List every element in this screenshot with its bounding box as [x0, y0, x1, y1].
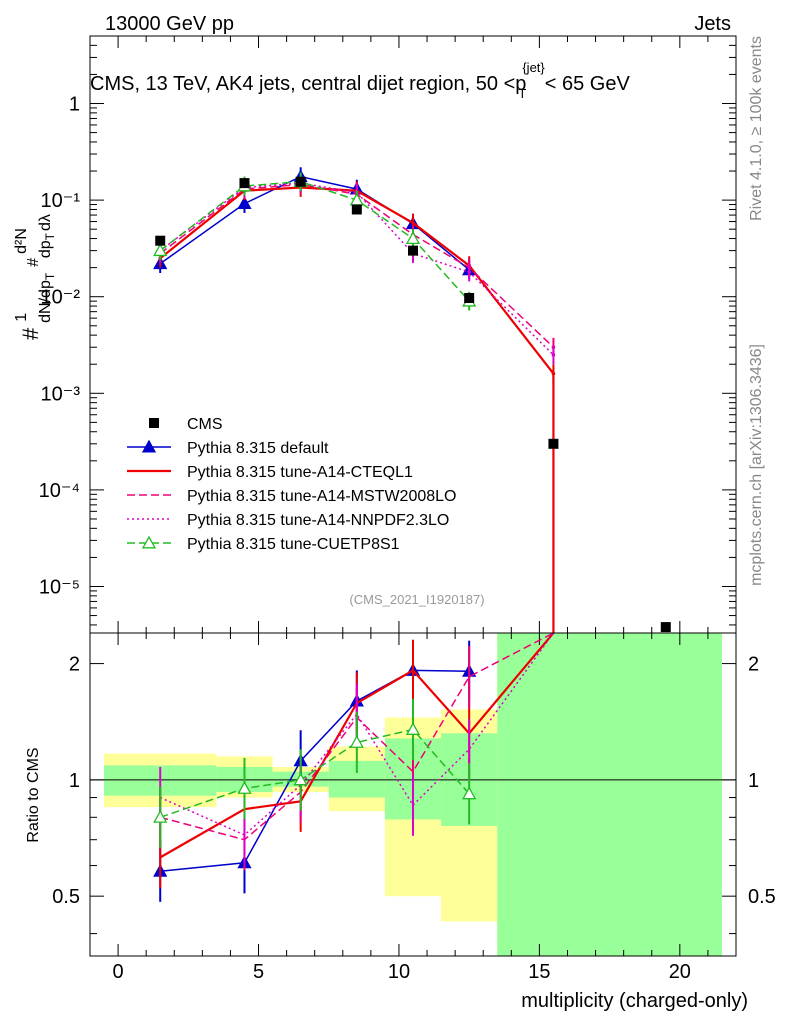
cms-marker	[351, 204, 362, 215]
series-line-ratio-4	[159, 728, 470, 819]
legend-label-0: Pythia 8.315 default	[187, 440, 329, 457]
cms-marker	[464, 292, 475, 303]
y-tick-label-main: 10⁻⁵	[39, 576, 80, 598]
chart-title: CMS, 13 TeV, AK4 jets, central dijet reg…	[90, 60, 630, 101]
y-tick-label-main: 1	[69, 94, 80, 116]
legend-marker-cms	[149, 418, 159, 428]
series-point-main	[411, 221, 415, 225]
legend-label-3: Pythia 8.315 tune-A14-NNPDF2.3LO	[187, 512, 449, 529]
cms-marker	[155, 235, 166, 246]
y-tick-label-ratio-right: 1	[748, 770, 759, 792]
cms-marker	[295, 176, 306, 187]
legend-marker-0	[141, 439, 157, 453]
y-tick-label-main: 10⁻²	[41, 287, 81, 309]
y-tick-label-main: 10⁻³	[41, 383, 81, 405]
header-right-label: Jets	[694, 13, 731, 35]
series-marker-ratio	[153, 809, 168, 823]
series-marker-ratio	[293, 772, 308, 786]
y-tick-label-ratio-right: 2	[748, 654, 759, 676]
y-axis-label-ratio: Ratio to CMS	[25, 747, 42, 842]
legend-label-1: Pythia 8.315 tune-A14-CTEQL1	[187, 464, 413, 481]
series-line-main-1	[159, 186, 555, 375]
y-tick-label-main: 10⁻¹	[41, 190, 81, 212]
series-line-main-4	[159, 180, 470, 302]
title-part-2: < 65 GeV	[545, 73, 631, 95]
legend-marker-4	[141, 535, 157, 549]
cms-marker	[239, 178, 250, 189]
title-part-T: T	[518, 86, 526, 101]
cms-marker	[408, 245, 418, 256]
cms-data-points	[155, 176, 671, 633]
cms-marker	[660, 622, 671, 633]
ratio-panel-frame	[89, 632, 737, 957]
series-marker-ratio	[462, 786, 477, 800]
main-panel-series	[153, 167, 556, 633]
band-inner-6	[497, 633, 722, 956]
y-tick-label-ratio: 1	[69, 770, 80, 792]
series-point-main	[551, 353, 556, 357]
x-tick-label: 5	[253, 961, 264, 983]
series-marker-ratio	[349, 735, 364, 748]
main-axis-ticks: 1 10⁻¹ 10⁻² 10⁻³ 10⁻⁴ 10⁻⁵	[39, 35, 736, 633]
legend-label-2: Pythia 8.315 tune-A14-MSTW2008LO	[187, 488, 456, 505]
series-line-main-0	[159, 175, 470, 271]
x-tick-label: 10	[388, 961, 410, 983]
cms-marker	[548, 438, 559, 449]
y-tick-label-ratio: 2	[69, 654, 80, 676]
title-part-1: CMS, 13 TeV, AK4 jets, central dijet reg…	[90, 73, 515, 95]
y-axis-label-main: #1 dN/dpT#d²N dpTdλ	[13, 214, 57, 340]
y-tick-label-main: 10⁻⁴	[39, 480, 80, 502]
legend-label-cms: CMS	[187, 416, 223, 433]
legend-label-4: Pythia 8.315 tune-CUETP8S1	[187, 536, 400, 553]
title-part-p: p	[515, 73, 526, 95]
y-axis-label-main-text: #1 dN/dpT#d²N dpTdλ	[13, 214, 57, 340]
title-part-jet: {jet}	[522, 60, 545, 75]
header-left-label: 13000 GeV pp	[105, 13, 234, 35]
series-marker-main	[153, 243, 168, 257]
series-marker-main	[237, 196, 252, 210]
x-tick-label: 0	[113, 961, 124, 983]
mcplots-label: mcplots.cern.ch [arXiv:1306.3436]	[748, 344, 765, 586]
legend: CMS Pythia 8.315 default Pythia 8.315 tune…	[127, 416, 456, 553]
series-point-main	[467, 270, 471, 274]
ratio-axis-ticks: 0 5 10 15 20 0.5 0.5 1 1 2 2	[52, 633, 776, 983]
series-marker-ratio	[405, 722, 421, 735]
series-line-ratio-0	[160, 669, 470, 873]
x-tick-label: 20	[669, 961, 691, 983]
series-marker-main	[405, 231, 421, 245]
series-marker-ratio	[237, 781, 252, 794]
y-tick-label-ratio-right: 0.5	[748, 886, 776, 908]
x-axis-label: multiplicity (charged-only)	[521, 990, 748, 1012]
x-tick-label: 15	[528, 961, 550, 983]
y-tick-label-ratio: 0.5	[52, 886, 80, 908]
analysis-id-label: (CMS_2021_I1920187)	[349, 592, 484, 607]
ratio-panel-series	[153, 632, 555, 902]
rivet-version-label: Rivet 4.1.0, ≥ 100k events	[748, 36, 765, 221]
